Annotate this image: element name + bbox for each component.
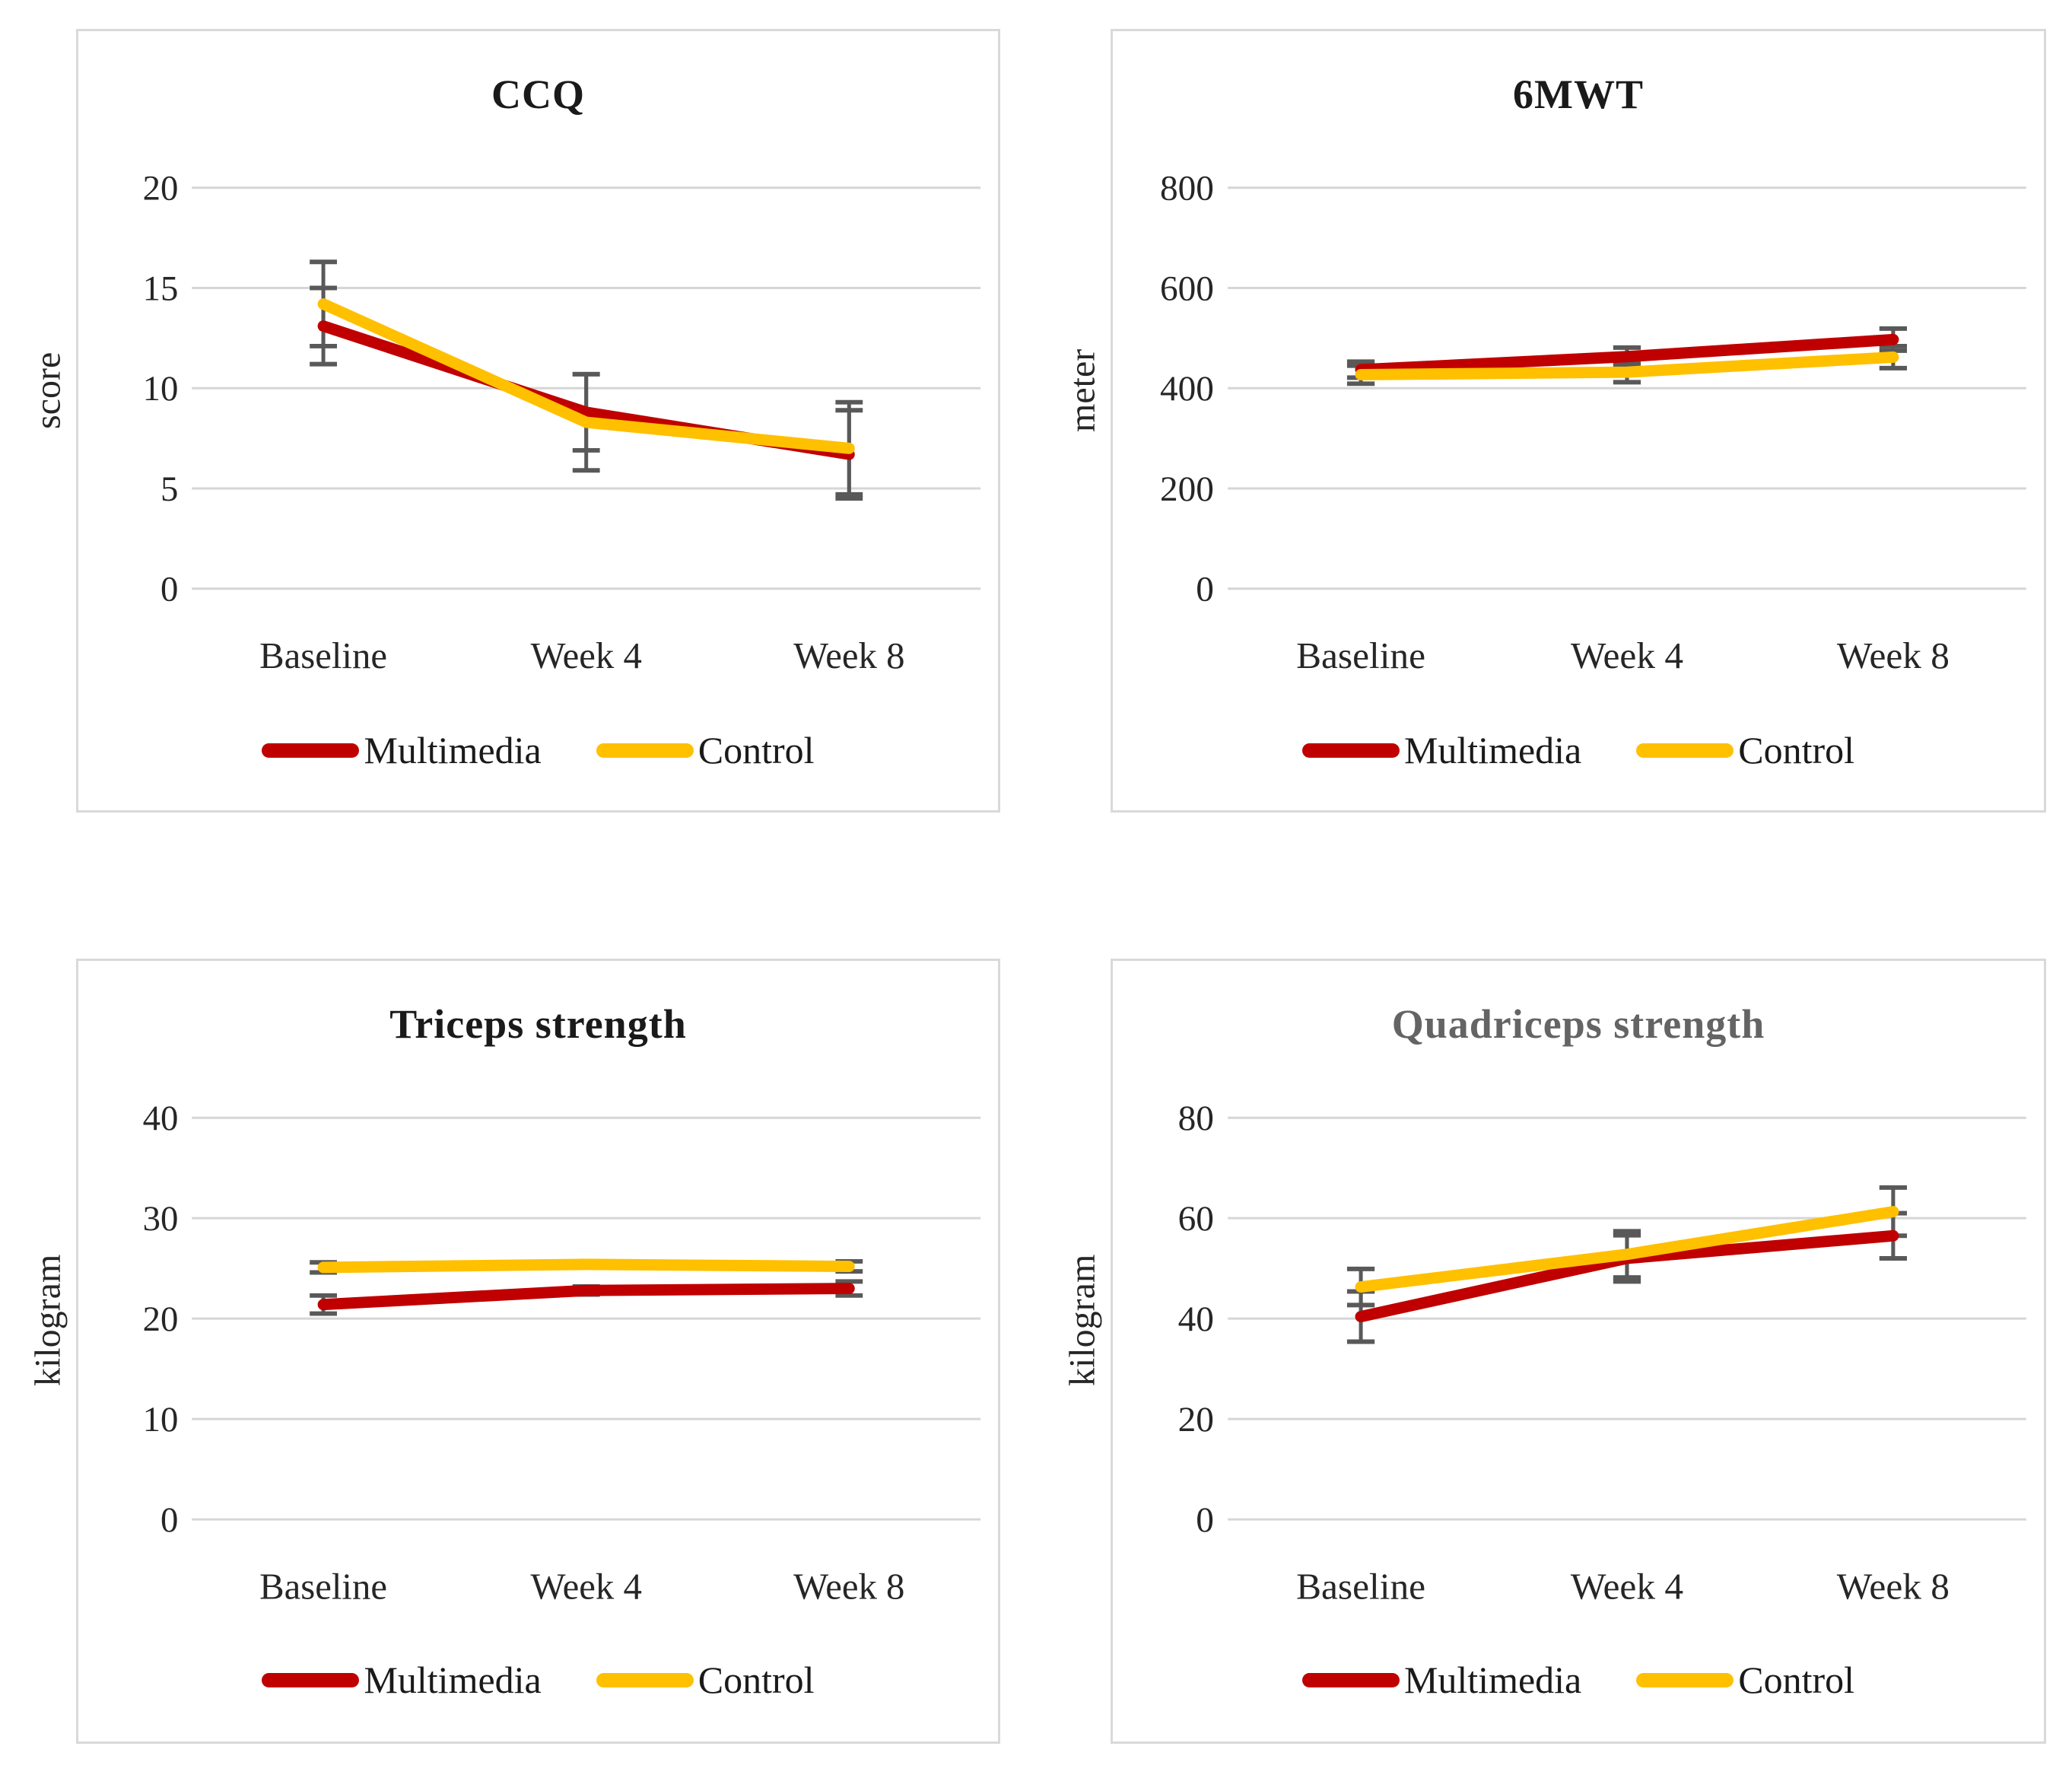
chart-title: 6MWT [1513,72,1644,117]
legend-swatch-control-icon [1636,743,1734,758]
chart-plot-area: 0 5 10 15 20 Baseline Week 4 Week 8 [143,169,981,676]
chart-panel-ccq: CCQ score 0 5 10 15 20 Baseline Week 4 Week 8 M… [28,29,1000,813]
legend-label-multimedia: Multimedia [364,1659,542,1701]
svg-text:400: 400 [1160,369,1214,409]
svg-text:Baseline: Baseline [259,635,387,676]
chart-plot-area: 0 20 40 60 80 Baseline Week 4 Week 8 [1178,1099,2026,1608]
chart-plot-area: 0 200 400 600 800 Baseline Week 4 Week 8 [1160,169,2026,676]
svg-text:Baseline: Baseline [1296,635,1425,676]
svg-text:Week 4: Week 4 [531,1566,642,1608]
y-axis-label: kilogram [1062,1254,1103,1386]
svg-text:15: 15 [143,269,179,308]
legend-item-control: Control [596,1658,815,1702]
legend-label-control: Control [1738,1659,1855,1701]
chart-plot-area: 0 10 20 30 40 Baseline Week 4 Week 8 [143,1099,981,1608]
legend-item-control: Control [596,728,815,772]
svg-text:Baseline: Baseline [259,1566,387,1608]
y-axis-label: kilogram [27,1254,68,1386]
legend-item-multimedia: Multimedia [1301,728,1582,772]
svg-text:5: 5 [160,469,178,509]
legend-swatch-control-icon [596,743,694,758]
legend-swatch-multimedia-icon [262,1672,360,1687]
svg-text:Week 4: Week 4 [531,635,642,676]
svg-text:Week 4: Week 4 [1571,1566,1683,1608]
svg-text:0: 0 [1196,570,1214,609]
legend-swatch-multimedia-icon [1301,743,1400,758]
legend-item-control: Control [1636,1658,1854,1702]
svg-text:Week 8: Week 8 [793,635,904,676]
svg-text:0: 0 [160,570,178,609]
svg-text:Week 8: Week 8 [793,1566,904,1608]
svg-text:30: 30 [143,1199,179,1239]
svg-text:0: 0 [160,1500,178,1540]
legend-label-control: Control [698,729,815,771]
chart-title: Quadriceps strength [1391,1001,1765,1047]
legend-label-multimedia: Multimedia [1403,729,1582,771]
legend-item-multimedia: Multimedia [262,728,542,772]
legend-label-control: Control [698,1659,815,1701]
legend-swatch-multimedia-icon [1301,1672,1400,1687]
svg-text:20: 20 [143,1299,179,1339]
svg-text:10: 10 [143,369,179,409]
chart-legend: Multimedia Control [78,720,998,781]
legend-item-multimedia: Multimedia [1301,1658,1582,1702]
svg-text:Baseline: Baseline [1296,1566,1425,1608]
y-axis-label: score [27,351,68,429]
chart-legend: Multimedia Control [1113,720,2044,781]
legend-item-control: Control [1636,728,1854,772]
svg-text:10: 10 [143,1400,179,1439]
svg-text:60: 60 [1178,1199,1214,1239]
svg-text:80: 80 [1178,1099,1214,1138]
chart-title: CCQ [491,72,585,117]
svg-text:800: 800 [1160,169,1214,208]
svg-text:200: 200 [1160,469,1214,509]
legend-label-multimedia: Multimedia [364,729,542,771]
svg-text:20: 20 [1178,1400,1214,1439]
svg-text:40: 40 [143,1099,179,1138]
svg-text:40: 40 [1178,1299,1214,1339]
svg-text:Week 4: Week 4 [1571,635,1683,676]
chart-legend: Multimedia Control [78,1649,998,1710]
svg-text:20: 20 [143,169,179,208]
chart-panel-quadriceps: Quadriceps strength kilogram 0 20 40 60 80 Ba… [1063,959,2046,1744]
legend-label-multimedia: Multimedia [1403,1659,1582,1701]
legend-label-control: Control [1738,729,1855,771]
svg-text:0: 0 [1196,1500,1214,1540]
svg-text:600: 600 [1160,269,1214,309]
legend-swatch-control-icon [596,1672,694,1687]
chart-panel-6mwt: 6MWT meter 0 200 400 600 800 Baseline Week 4 We… [1063,29,2046,813]
chart-panel-triceps: Triceps strength kilogram 0 10 20 30 40 Basel… [28,959,1000,1744]
y-axis-label: meter [1062,348,1103,432]
chart-legend: Multimedia Control [1113,1649,2044,1710]
svg-text:Week 8: Week 8 [1837,635,1950,676]
legend-swatch-control-icon [1636,1672,1734,1687]
legend-swatch-multimedia-icon [262,743,360,758]
chart-title: Triceps strength [389,1001,687,1047]
svg-text:Week 8: Week 8 [1837,1566,1950,1608]
legend-item-multimedia: Multimedia [262,1658,542,1702]
